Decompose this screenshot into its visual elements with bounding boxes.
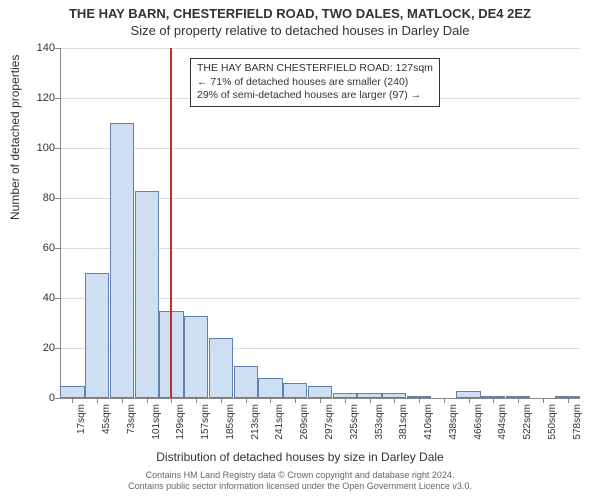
chart-container: { "title": "THE HAY BARN, CHESTERFIELD R… [0,0,600,500]
x-tick-mark [518,398,519,403]
x-tick-mark [320,398,321,403]
histogram-bar [184,316,208,399]
histogram-bar [209,338,233,398]
x-tick-label: 213sqm [250,404,261,448]
histogram-bar [258,378,282,398]
x-tick-mark [97,398,98,403]
x-tick-label: 353sqm [374,404,385,448]
gridline [60,148,580,149]
x-tick-mark [295,398,296,403]
y-tick-label: 120 [25,92,55,104]
x-tick-label: 410sqm [423,404,434,448]
x-tick-mark [221,398,222,403]
x-tick-label: 129sqm [175,404,186,448]
y-tick-label: 100 [25,142,55,154]
x-tick-label: 241sqm [274,404,285,448]
x-tick-mark [147,398,148,403]
footer-line1: Contains HM Land Registry data © Crown c… [0,470,600,481]
x-tick-label: 297sqm [324,404,335,448]
footer-line2: Contains public sector information licen… [0,481,600,492]
x-tick-mark [493,398,494,403]
x-tick-label: 17sqm [76,404,87,448]
x-tick-label: 45sqm [101,404,112,448]
x-tick-mark [72,398,73,403]
annotation-line1: THE HAY BARN CHESTERFIELD ROAD: 127sqm [197,62,433,76]
x-tick-label: 101sqm [151,404,162,448]
histogram-bar [110,123,134,398]
histogram-bar [60,386,84,399]
x-tick-label: 522sqm [522,404,533,448]
histogram-bar [283,383,307,398]
annotation-line3: 29% of semi-detached houses are larger (… [197,89,433,103]
y-tick-label: 40 [25,292,55,304]
plot-area: THE HAY BARN CHESTERFIELD ROAD: 127sqm← … [60,48,580,398]
histogram-bar [456,391,480,399]
x-tick-label: 325sqm [349,404,360,448]
page-title: THE HAY BARN, CHESTERFIELD ROAD, TWO DAL… [0,0,600,21]
x-tick-mark [246,398,247,403]
x-tick-mark [394,398,395,403]
histogram-bar [85,273,109,398]
x-tick-mark [370,398,371,403]
y-tick-label: 60 [25,242,55,254]
y-axis-line [60,48,61,398]
marker-line [170,48,172,398]
x-tick-label: 157sqm [200,404,211,448]
y-tick-label: 0 [25,392,55,404]
x-tick-mark [444,398,445,403]
x-tick-mark [568,398,569,403]
x-tick-mark [171,398,172,403]
gridline [60,48,580,49]
x-tick-label: 73sqm [126,404,137,448]
x-axis-title: Distribution of detached houses by size … [0,450,600,464]
y-tick-label: 80 [25,192,55,204]
x-tick-label: 438sqm [448,404,459,448]
y-axis-title: Number of detached properties [8,55,22,220]
histogram-bar [308,386,332,399]
x-tick-label: 550sqm [547,404,558,448]
histogram-bar [135,191,159,399]
x-tick-mark [122,398,123,403]
x-tick-label: 494sqm [497,404,508,448]
y-tick-label: 20 [25,342,55,354]
x-tick-mark [345,398,346,403]
x-tick-label: 185sqm [225,404,236,448]
x-tick-mark [196,398,197,403]
footer: Contains HM Land Registry data © Crown c… [0,470,600,492]
page-subtitle: Size of property relative to detached ho… [0,21,600,38]
x-tick-label: 381sqm [398,404,409,448]
histogram-bar [234,366,258,399]
x-tick-label: 269sqm [299,404,310,448]
x-tick-label: 466sqm [473,404,484,448]
x-tick-mark [419,398,420,403]
annotation-line2: ← 71% of detached houses are smaller (24… [197,76,433,90]
x-tick-mark [469,398,470,403]
x-tick-mark [270,398,271,403]
annotation-box: THE HAY BARN CHESTERFIELD ROAD: 127sqm← … [190,58,440,107]
x-tick-mark [543,398,544,403]
x-tick-label: 578sqm [572,404,583,448]
y-tick-label: 140 [25,42,55,54]
